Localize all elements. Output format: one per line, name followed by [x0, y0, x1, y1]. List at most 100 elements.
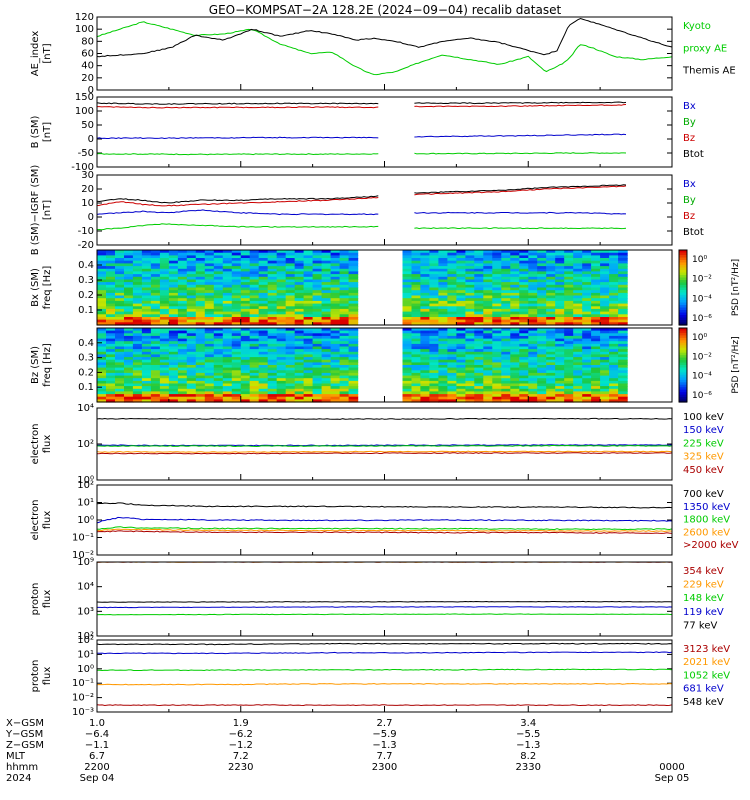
heatmap-cell	[438, 380, 448, 385]
colorbar-swatch	[679, 307, 687, 311]
heatmap-cell	[141, 268, 152, 273]
heatmap-cell	[555, 303, 565, 307]
heatmap-cell	[231, 338, 242, 342]
heatmap-cell	[618, 274, 628, 278]
heatmap-cell	[222, 322, 233, 326]
heatmap-cell	[528, 292, 538, 297]
heatmap-cell	[429, 292, 439, 297]
heatmap-cell	[420, 391, 430, 395]
heatmap-cell	[411, 328, 422, 332]
heatmap-cell	[186, 276, 197, 281]
heatmap-cell	[222, 330, 233, 334]
heatmap-cell	[591, 300, 601, 305]
heatmap-cell	[303, 287, 314, 291]
heatmap-cell	[528, 394, 538, 398]
heatmap-cell	[339, 370, 350, 374]
heatmap-cell	[106, 362, 116, 366]
heatmap-cell	[591, 386, 601, 390]
heatmap-cell	[447, 391, 457, 395]
series-line	[96, 704, 673, 707]
heatmap-cell	[97, 388, 107, 392]
heatmap-cell	[402, 349, 413, 353]
heatmap-cell	[537, 362, 547, 366]
heatmap-cell	[528, 399, 538, 403]
heatmap-cell	[456, 250, 466, 254]
heatmap-cell	[312, 370, 323, 374]
heatmap-cell	[501, 250, 511, 254]
heatmap-cell	[168, 354, 179, 358]
heatmap-cell	[294, 300, 305, 305]
heatmap-cell	[564, 292, 574, 297]
heatmap-cell	[465, 298, 475, 302]
heatmap-cell	[438, 349, 448, 353]
heatmap-cell	[492, 311, 502, 315]
heatmap-cell	[411, 319, 422, 323]
heatmap-cell	[483, 335, 493, 340]
heatmap-cell	[97, 319, 107, 323]
heatmap-cell	[402, 303, 413, 307]
heatmap-cell	[195, 252, 206, 256]
heatmap-cell	[285, 317, 296, 321]
heatmap-cell	[240, 282, 251, 286]
heatmap-cell	[537, 386, 547, 390]
heatmap-cell	[456, 268, 466, 273]
series-line	[96, 452, 673, 455]
heatmap-cell	[159, 394, 170, 398]
heatmap-cell	[447, 343, 457, 348]
heatmap-cell	[411, 279, 422, 283]
heatmap-cell	[132, 359, 143, 363]
heatmap-cell	[159, 349, 170, 353]
heatmap-cell	[447, 266, 457, 270]
heatmap-cell	[573, 317, 583, 321]
heatmap-cell	[186, 292, 197, 297]
heatmap-cell	[474, 290, 484, 294]
heatmap-cell	[483, 250, 493, 254]
heatmap-cell	[528, 319, 538, 323]
heatmap-cell	[258, 319, 269, 323]
heatmap-cell	[294, 255, 305, 259]
legend-item: 1800 keV	[683, 515, 730, 526]
heatmap-cell	[582, 380, 592, 385]
heatmap-cell	[124, 383, 134, 387]
heatmap-cell	[159, 322, 170, 326]
heatmap-cell	[106, 370, 116, 374]
heatmap-cell	[106, 346, 116, 350]
heatmap-cell	[582, 266, 592, 270]
heatmap-cell	[303, 271, 314, 275]
heatmap-cell	[321, 351, 332, 355]
heatmap-cell	[106, 359, 116, 363]
heatmap-cell	[124, 298, 134, 302]
series-line	[96, 450, 673, 453]
heatmap-cell	[124, 308, 134, 313]
heatmap-cell	[168, 282, 179, 286]
heatmap-cell	[330, 282, 341, 286]
heatmap-cell	[204, 252, 215, 256]
heatmap-cell	[618, 268, 628, 273]
heatmap-cell	[591, 282, 601, 286]
heatmap-cell	[258, 255, 269, 259]
heatmap-cell	[141, 266, 152, 270]
heatmap-cell	[564, 268, 574, 273]
heatmap-cell	[186, 284, 197, 289]
heatmap-cell	[177, 268, 188, 273]
heatmap-cell	[159, 386, 170, 390]
heatmap-cell	[150, 367, 161, 371]
heatmap-cell	[195, 399, 206, 403]
heatmap-cell	[222, 295, 233, 299]
heatmap-cell	[159, 388, 170, 392]
heatmap-cell	[150, 396, 161, 400]
heatmap-cell	[429, 311, 439, 315]
heatmap-cell	[528, 268, 538, 273]
heatmap-cell	[438, 399, 448, 403]
heatmap-cell	[483, 306, 493, 310]
heatmap-cell	[438, 319, 448, 323]
heatmap-cell	[213, 292, 224, 297]
heatmap-cell	[420, 303, 430, 307]
heatmap-cell	[177, 362, 188, 366]
heatmap-cell	[168, 308, 179, 313]
heatmap-cell	[348, 295, 359, 299]
heatmap-cell	[618, 276, 628, 281]
heatmap-cell	[483, 354, 493, 358]
heatmap-cell	[303, 372, 314, 377]
